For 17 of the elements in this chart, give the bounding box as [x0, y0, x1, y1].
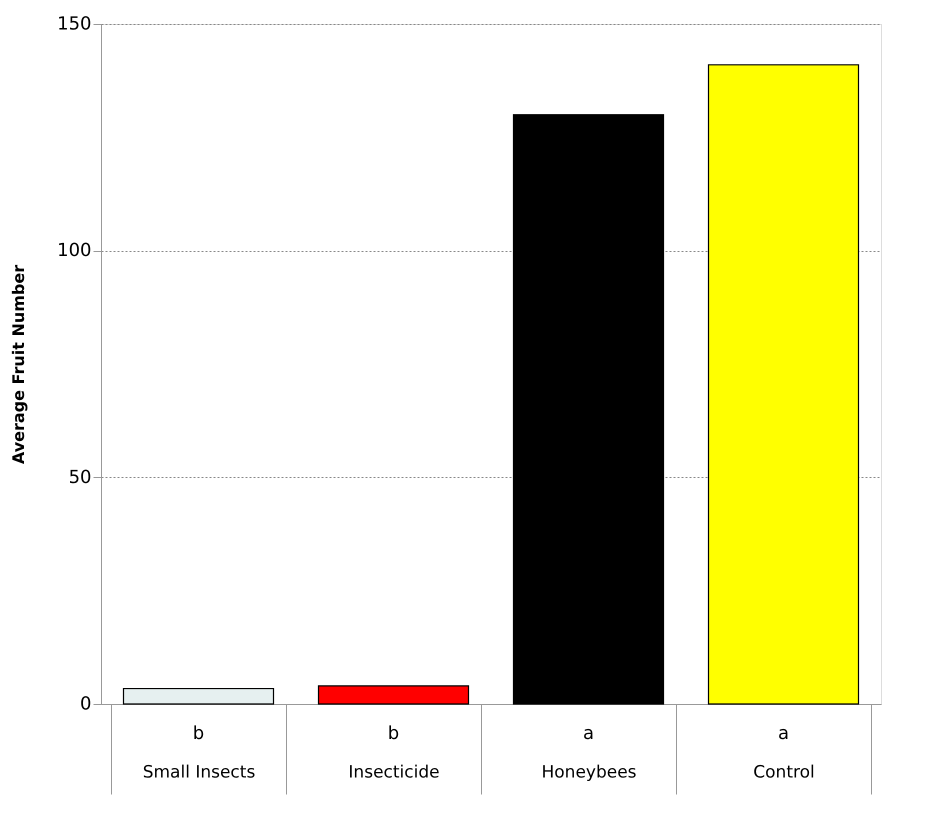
y-tick-label: 0 [80, 694, 92, 714]
x-tick-label: Control [753, 762, 815, 782]
x-tick-label: Insecticide [348, 762, 440, 782]
y-tick-label: 50 [68, 466, 92, 488]
text: a [778, 723, 790, 744]
y-tick-label: 100 [57, 240, 92, 262]
text: a [582, 723, 594, 744]
text: b [388, 723, 400, 744]
bar [318, 685, 470, 705]
bar [122, 688, 274, 705]
x-tick-label: Honeybees [541, 762, 637, 782]
y-tick-label: 150 [57, 14, 92, 34]
x-tick-label: Small Insects [142, 762, 256, 782]
bar [512, 114, 664, 705]
text: b [192, 723, 204, 744]
bar [708, 64, 860, 705]
y-axis-title: Average Fruit Number [9, 264, 28, 464]
